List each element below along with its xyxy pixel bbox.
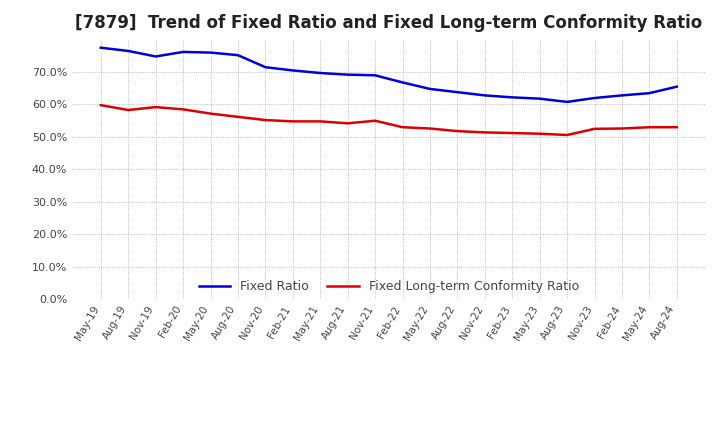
- Fixed Long-term Conformity Ratio: [124, 107, 132, 113]
- Title: [7879]  Trend of Fixed Ratio and Fixed Long-term Conformity Ratio: [7879] Trend of Fixed Ratio and Fixed Lo…: [75, 15, 703, 33]
- Fixed Ratio: [618, 93, 626, 98]
- Fixed Long-term Conformity Ratio: [426, 126, 434, 131]
- Fixed Ratio: [672, 84, 681, 89]
- Fixed Ratio: [536, 96, 544, 101]
- Fixed Ratio: [96, 45, 105, 50]
- Fixed Ratio: [645, 91, 654, 96]
- Fixed Long-term Conformity Ratio: [316, 119, 325, 124]
- Fixed Long-term Conformity Ratio: [233, 114, 242, 120]
- Fixed Ratio: [453, 89, 462, 95]
- Fixed Long-term Conformity Ratio: [480, 130, 489, 135]
- Line: Fixed Long-term Conformity Ratio: Fixed Long-term Conformity Ratio: [101, 105, 677, 135]
- Legend: Fixed Ratio, Fixed Long-term Conformity Ratio: Fixed Ratio, Fixed Long-term Conformity …: [194, 275, 584, 298]
- Fixed Ratio: [480, 93, 489, 98]
- Fixed Ratio: [426, 86, 434, 92]
- Fixed Ratio: [590, 95, 599, 101]
- Fixed Long-term Conformity Ratio: [96, 103, 105, 108]
- Fixed Long-term Conformity Ratio: [343, 121, 352, 126]
- Fixed Long-term Conformity Ratio: [289, 119, 297, 124]
- Fixed Ratio: [289, 68, 297, 73]
- Fixed Long-term Conformity Ratio: [261, 117, 270, 123]
- Fixed Ratio: [151, 54, 160, 59]
- Fixed Ratio: [316, 70, 325, 76]
- Fixed Long-term Conformity Ratio: [618, 126, 626, 131]
- Fixed Long-term Conformity Ratio: [398, 125, 407, 130]
- Fixed Long-term Conformity Ratio: [672, 125, 681, 130]
- Fixed Ratio: [398, 80, 407, 85]
- Fixed Ratio: [124, 48, 132, 54]
- Fixed Ratio: [179, 49, 187, 55]
- Fixed Long-term Conformity Ratio: [371, 118, 379, 123]
- Fixed Long-term Conformity Ratio: [508, 130, 516, 136]
- Fixed Ratio: [508, 95, 516, 100]
- Fixed Long-term Conformity Ratio: [563, 132, 572, 138]
- Fixed Long-term Conformity Ratio: [453, 128, 462, 134]
- Fixed Long-term Conformity Ratio: [206, 111, 215, 116]
- Fixed Long-term Conformity Ratio: [590, 126, 599, 132]
- Fixed Long-term Conformity Ratio: [645, 125, 654, 130]
- Fixed Ratio: [261, 65, 270, 70]
- Fixed Ratio: [233, 52, 242, 58]
- Fixed Ratio: [371, 73, 379, 78]
- Fixed Long-term Conformity Ratio: [536, 131, 544, 136]
- Fixed Long-term Conformity Ratio: [179, 107, 187, 112]
- Fixed Ratio: [206, 50, 215, 55]
- Fixed Long-term Conformity Ratio: [151, 104, 160, 110]
- Fixed Ratio: [343, 72, 352, 77]
- Line: Fixed Ratio: Fixed Ratio: [101, 48, 677, 102]
- Fixed Ratio: [563, 99, 572, 105]
